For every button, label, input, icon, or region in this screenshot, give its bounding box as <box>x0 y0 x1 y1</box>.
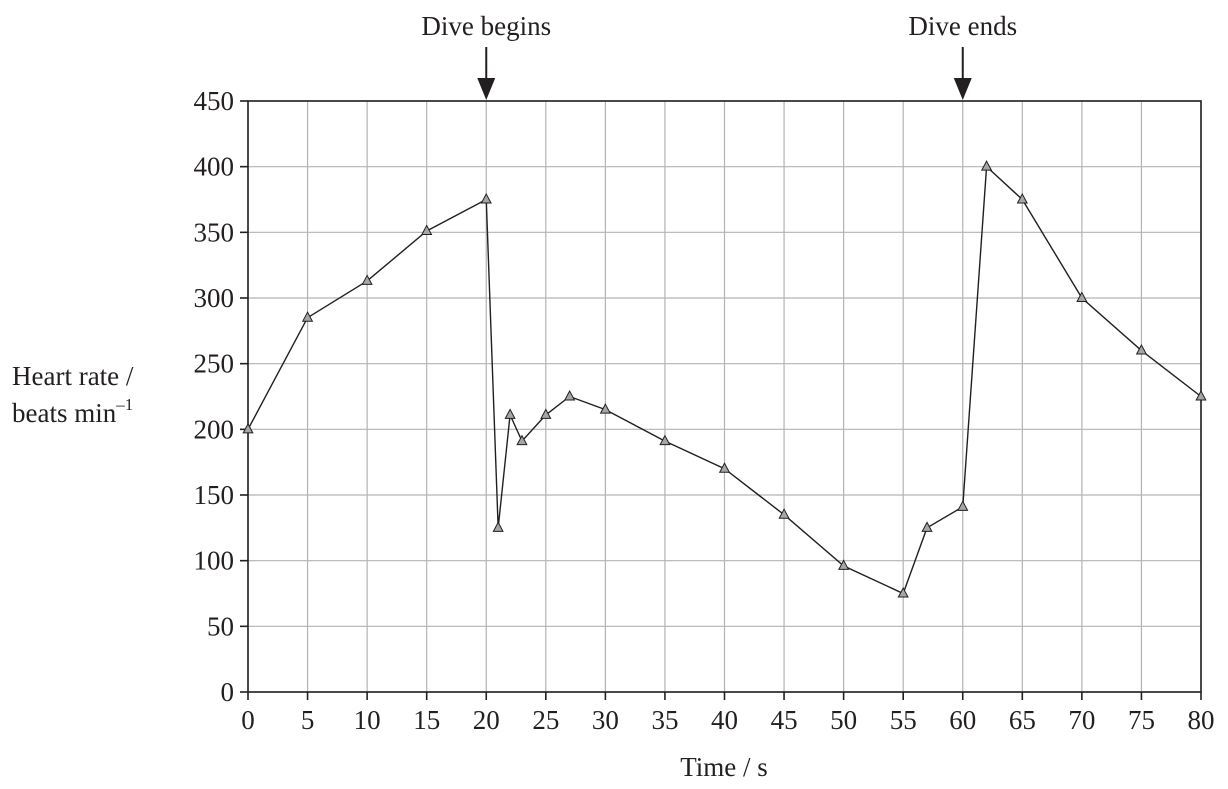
data-point-triangle <box>778 508 790 519</box>
data-point-triangle <box>301 311 314 322</box>
data-point-triangle <box>921 521 933 532</box>
x-tick-label: 65 <box>1009 705 1036 735</box>
x-tick-label: 75 <box>1128 705 1155 735</box>
y-tick-label: 250 <box>194 349 235 379</box>
data-point-triangle <box>659 434 671 446</box>
x-tick-label: 0 <box>241 705 255 735</box>
x-tick-label: 15 <box>413 705 440 735</box>
data-point-triangle <box>897 586 909 598</box>
x-tick-label: 80 <box>1188 705 1215 735</box>
data-point-triangle <box>480 192 492 204</box>
y-tick-label: 200 <box>194 414 235 444</box>
series-heart-rate <box>242 160 1207 598</box>
annotations: Dive begins Dive ends <box>421 11 1017 100</box>
x-tick-label: 40 <box>711 705 738 735</box>
data-point-triangle <box>540 408 552 419</box>
x-tick-label: 45 <box>771 705 798 735</box>
data-point-triangle <box>361 274 373 285</box>
data-point-triangle <box>837 559 850 570</box>
y-tick-label: 50 <box>207 611 234 641</box>
down-arrow-icon <box>477 78 496 100</box>
down-arrow-icon <box>953 78 972 100</box>
data-point-triangle <box>1195 389 1207 401</box>
data-point-triangle <box>957 500 969 511</box>
x-tick-label: 5 <box>301 705 315 735</box>
x-tick-label: 70 <box>1068 705 1095 735</box>
y-tick-label: 300 <box>194 283 235 313</box>
y-tick-label: 350 <box>194 217 235 247</box>
axis-ticks: 0 5 10 15 20 25 30 35 40 45 50 55 60 65 70 75 80 0 50 100 15… <box>194 86 1215 735</box>
y-axis-label-line2: beats min–1 <box>12 395 133 428</box>
data-point-triangle <box>1016 192 1028 204</box>
annotation-label: Dive ends <box>908 11 1017 41</box>
data-point-triangle <box>504 408 516 419</box>
y-tick-label: 450 <box>194 86 235 116</box>
x-tick-label: 20 <box>473 705 500 735</box>
x-tick-label: 25 <box>532 705 559 735</box>
y-tick-label: 0 <box>221 677 235 707</box>
data-point-triangle <box>421 224 433 236</box>
data-point-triangle <box>599 403 612 414</box>
y-axis-label-unit: beats min <box>12 398 117 428</box>
y-tick-label: 400 <box>194 152 235 182</box>
data-point-triangle <box>516 434 528 446</box>
y-tick-label: 150 <box>194 480 235 510</box>
x-tick-label: 35 <box>651 705 678 735</box>
data-point-triangle <box>242 422 254 434</box>
data-point-triangle <box>492 521 504 532</box>
x-tick-label: 55 <box>890 705 917 735</box>
annotation-label: Dive begins <box>421 11 551 41</box>
x-tick-label: 50 <box>830 705 857 735</box>
y-axis-label-line1: Heart rate / <box>12 361 134 391</box>
x-tick-label: 60 <box>949 705 976 735</box>
data-point-triangle <box>1076 291 1088 302</box>
data-point-triangle <box>980 160 993 171</box>
y-axis-label-exponent: –1 <box>115 395 133 414</box>
data-point-triangle <box>718 462 731 473</box>
x-axis-label: Time / s <box>680 752 768 782</box>
y-axis-label: Heart rate / beats min–1 <box>12 361 134 428</box>
data-point-triangle <box>564 389 576 401</box>
data-point-triangle <box>1135 343 1148 355</box>
grid <box>247 100 1202 693</box>
x-tick-label: 30 <box>592 705 619 735</box>
y-tick-label: 100 <box>194 546 235 576</box>
x-tick-label: 10 <box>354 705 381 735</box>
